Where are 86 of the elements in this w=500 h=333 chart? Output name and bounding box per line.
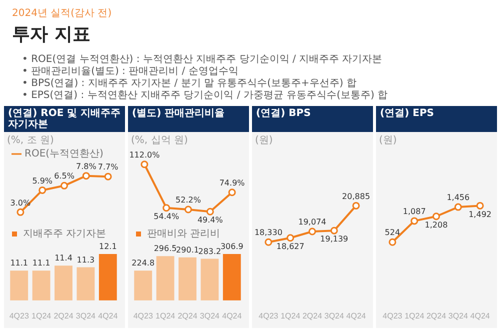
point <box>184 206 192 214</box>
x-tick-label: 2Q24 <box>54 311 74 320</box>
chart-title: (연결) ROE 및 지배주주 자기자본 <box>4 106 125 132</box>
point <box>432 212 440 220</box>
point <box>162 204 170 212</box>
legend-label: 지배주주 자기자본 <box>23 228 106 240</box>
point <box>38 186 46 194</box>
text: (%, 조 원) <box>6 134 55 146</box>
chart-title: (연결) BPS <box>252 106 373 132</box>
legend-label: ROE(누적연환산) <box>24 148 104 160</box>
data-label: 7.7% <box>98 162 119 172</box>
text: • BPS(연결) : 지배주주 자기자본 / 분기 말 유통주식수(보통주+우선주) 합 <box>22 78 358 90</box>
data-label: 52.2% <box>176 196 202 205</box>
data-label: 19,074 <box>298 218 326 227</box>
x-tick-label: 4Q23 <box>258 311 279 320</box>
x-tick-label: 1Q24 <box>32 311 52 320</box>
point <box>410 217 418 225</box>
point <box>140 160 148 168</box>
data-label: 11.3 <box>76 255 95 264</box>
data-label: 1,456 <box>446 193 470 202</box>
data-label: 524 <box>384 228 400 238</box>
x-tick-label: 1Q24 <box>156 311 176 320</box>
x-tick-label: 1Q24 <box>404 311 425 320</box>
point <box>454 203 462 211</box>
data-label: 18,627 <box>276 242 304 251</box>
x-tick-label: 3Q24 <box>324 311 344 320</box>
point <box>206 208 214 216</box>
text: (%, 십억 원) <box>130 134 189 146</box>
point <box>388 238 396 246</box>
data-label: 74.9% <box>219 178 246 188</box>
data-label: 290.1 <box>176 245 199 254</box>
point <box>264 238 272 246</box>
point <box>228 188 236 196</box>
x-tick-label: 2Q24 <box>302 311 323 320</box>
point <box>330 226 338 234</box>
text: 투자 지표 <box>12 23 92 46</box>
point <box>476 202 484 210</box>
data-label: 1,492 <box>468 210 492 219</box>
x-tick-label: 3Q24 <box>200 311 220 320</box>
chart-title: (별도) 판매관리비율 <box>128 106 249 132</box>
point <box>104 172 112 180</box>
x-tick-label: 2Q24 <box>178 311 198 320</box>
data-label: 1,208 <box>424 220 448 230</box>
data-label: 6.5% <box>54 172 75 181</box>
x-tick-label: 1Q24 <box>280 311 301 320</box>
chart-title: (연결) EPS <box>376 106 497 132</box>
x-tick-label: 2Q24 <box>426 311 447 320</box>
text: (원) <box>254 134 274 146</box>
data-label: 283.2 <box>198 246 222 256</box>
legend-label: 판매비와 관리비 <box>147 228 220 240</box>
data-label: 11.1 <box>32 258 50 268</box>
text: 2024년 실적(감사 전) <box>12 7 113 20</box>
point <box>82 172 90 180</box>
point <box>308 228 316 236</box>
text: (원) <box>378 134 398 146</box>
text: • ROE(연결 누적연환산) : 누적연환산 지배주주 당기순이익 / 지배주주 자기자본 <box>22 54 384 66</box>
text: • EPS(연결) : 누적연환산 지배주주 당기순이익 / 가중평균 유동주식수(보통주) 합 <box>22 90 389 102</box>
x-tick-label: 3Q24 <box>448 311 468 320</box>
data-label: 54.4% <box>154 212 180 221</box>
data-label: 306.9 <box>220 242 244 252</box>
data-label: 5.9% <box>32 176 53 186</box>
data-label: 112.0% <box>129 150 160 160</box>
data-label: 18,330 <box>254 228 282 238</box>
data-label: 7.8% <box>76 162 97 171</box>
point <box>286 234 294 242</box>
data-label: 49.4% <box>197 216 224 225</box>
x-tick-label: 3Q24 <box>76 311 96 320</box>
data-label: 11.1 <box>10 258 28 268</box>
x-tick-label: 4Q23 <box>133 311 154 320</box>
x-tick-label: 4Q24 <box>222 311 242 320</box>
data-label: 19,139 <box>320 234 348 244</box>
x-tick-label: 4Q24 <box>346 311 366 320</box>
data-label: 12.1 <box>98 242 117 252</box>
data-label: 296.5 <box>154 244 177 254</box>
point <box>60 182 68 190</box>
data-label: 11.4 <box>54 254 72 263</box>
x-tick-label: 4Q24 <box>98 311 118 320</box>
x-tick-label: 4Q23 <box>9 311 30 320</box>
point <box>16 208 24 216</box>
x-tick-label: 4Q23 <box>382 311 403 320</box>
point <box>352 202 360 210</box>
data-label: 20,885 <box>342 192 370 201</box>
data-label: 1,087 <box>402 207 426 216</box>
x-tick-label: 4Q24 <box>470 311 490 320</box>
data-label: 224.8 <box>132 258 155 268</box>
text: • 판매관리비율(별도) : 판매관리비 / 순영업수익 <box>22 66 240 78</box>
